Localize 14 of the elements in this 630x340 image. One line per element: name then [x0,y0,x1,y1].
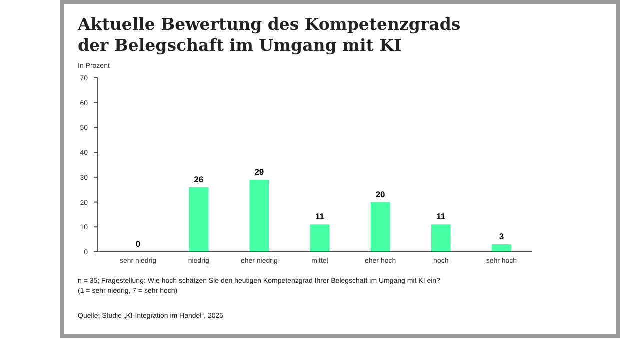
bar [431,224,451,252]
bar [492,244,512,252]
data-label: 11 [316,212,325,222]
data-label: 20 [376,189,386,200]
bar [189,187,209,252]
data-label: 3 [499,232,504,242]
data-label: 26 [194,174,204,184]
chart-title: Aktuelle Bewertung des Kompetenzgrads der Belegschaft im Umgang mit KI [77,15,461,55]
data-label: 11 [436,212,446,222]
bar [250,180,270,252]
bar [370,202,390,252]
data-label: 29 [254,166,264,177]
data-label: 0 [136,239,141,249]
bar [310,224,330,252]
